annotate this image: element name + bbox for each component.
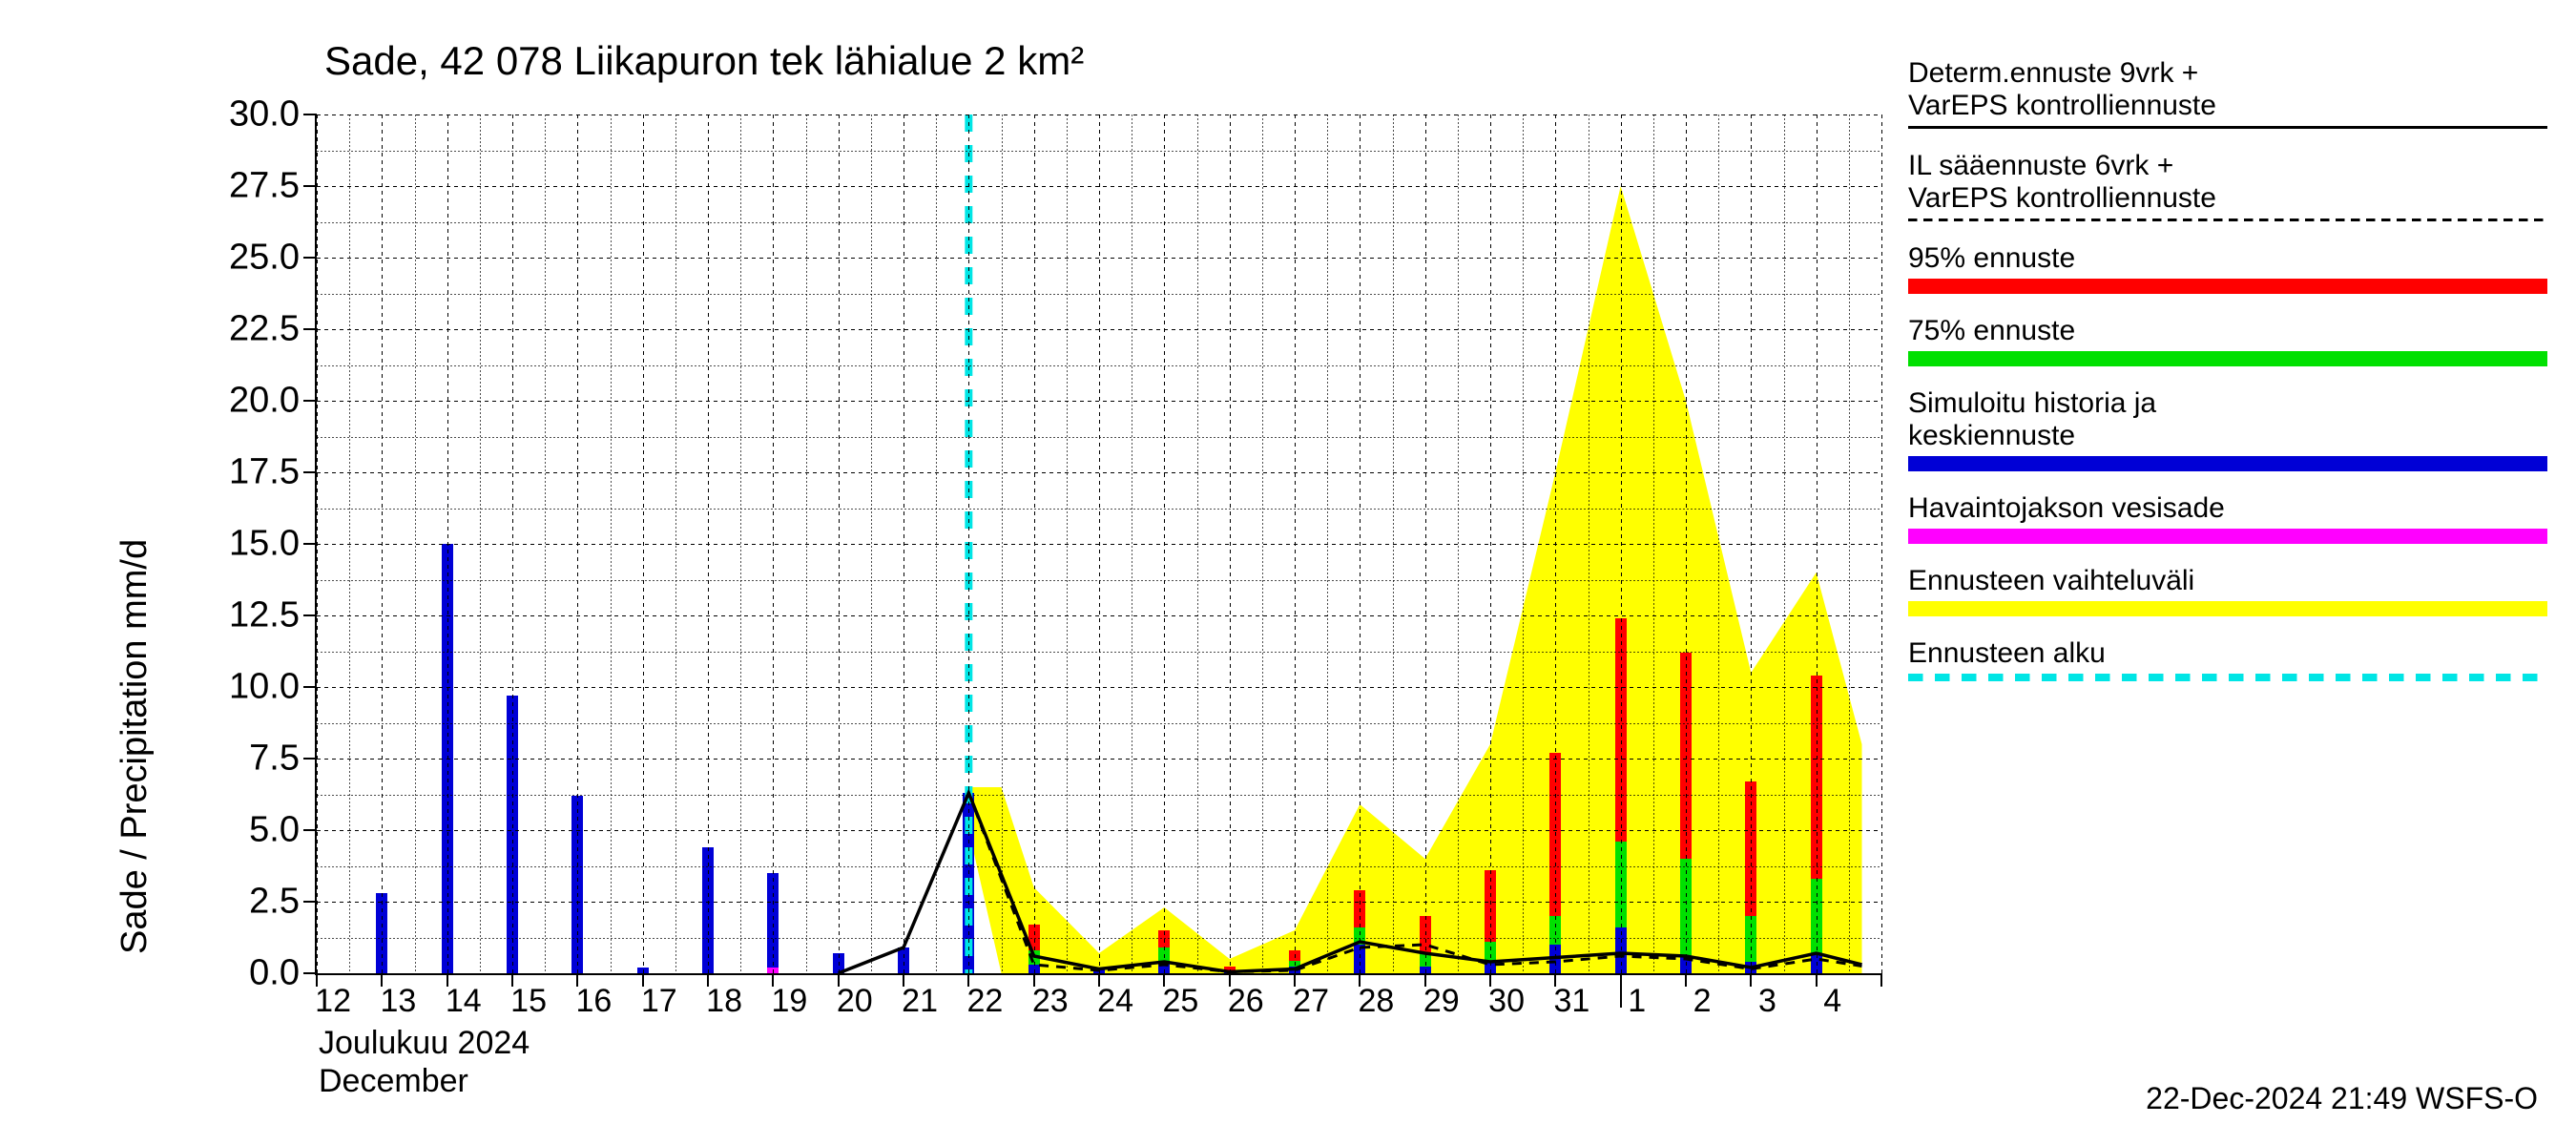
- y-axis-label: Sade / Precipitation mm/d: [114, 539, 156, 954]
- x-tick-label: 4: [1823, 983, 1841, 1020]
- legend-item: Determ.ennuste 9vrk +VarEPS kontrollienn…: [1908, 57, 2547, 129]
- x-tick-label: 20: [837, 983, 873, 1020]
- legend-swatch: [1908, 126, 2547, 129]
- y-tick-label: 25.0: [229, 238, 300, 279]
- legend-swatch: [1908, 219, 2547, 221]
- x-tick-label: 3: [1758, 983, 1776, 1020]
- x-tick-label: 19: [771, 983, 807, 1020]
- x-tick-label: 21: [902, 983, 938, 1020]
- x-tick-label: 31: [1553, 983, 1589, 1020]
- x-tick-label: 1: [1628, 983, 1646, 1020]
- y-tick-label: 20.0: [229, 381, 300, 422]
- y-tick-label: 5.0: [249, 810, 300, 851]
- plot-area: 0.02.55.07.510.012.515.017.520.022.525.0…: [315, 114, 1881, 975]
- y-tick-label: 22.5: [229, 309, 300, 350]
- y-tick-label: 7.5: [249, 739, 300, 780]
- determ-forecast-line: [839, 793, 1862, 973]
- y-tick-label: 10.0: [229, 667, 300, 708]
- legend-item: 75% ennuste: [1908, 315, 2547, 366]
- legend-swatch: [1908, 456, 2547, 471]
- x-tick-label: 14: [446, 983, 482, 1020]
- legend-swatch: [1908, 601, 2547, 616]
- y-tick-label: 30.0: [229, 94, 300, 135]
- x-tick-label: 17: [641, 983, 677, 1020]
- x-tick-label: 15: [510, 983, 547, 1020]
- x-tick-label: 26: [1228, 983, 1264, 1020]
- x-tick-label: 12: [315, 983, 351, 1020]
- chart-frame: Sade, 42 078 Liikapuron tek lähialue 2 k…: [0, 0, 2576, 1145]
- legend: Determ.ennuste 9vrk +VarEPS kontrollienn…: [1908, 57, 2547, 702]
- y-tick-label: 0.0: [249, 953, 300, 994]
- x-tick-label: 25: [1162, 983, 1198, 1020]
- legend-item: 95% ennuste: [1908, 242, 2547, 294]
- footer-timestamp: 22-Dec-2024 21:49 WSFS-O: [2146, 1081, 2538, 1116]
- x-tick-label: 24: [1097, 983, 1133, 1020]
- x-tick-label: 18: [706, 983, 742, 1020]
- chart-title: Sade, 42 078 Liikapuron tek lähialue 2 k…: [324, 38, 1084, 84]
- x-tick-label: 16: [575, 983, 612, 1020]
- x-tick-label: 29: [1423, 983, 1460, 1020]
- x-tick-label: 13: [380, 983, 416, 1020]
- y-tick-label: 27.5: [229, 166, 300, 207]
- x-month-label: Joulukuu 2024: [319, 1025, 530, 1062]
- x-tick-label: 2: [1693, 983, 1712, 1020]
- legend-item: IL sääennuste 6vrk + VarEPS kontrollienn…: [1908, 150, 2547, 221]
- x-tick-label: 23: [1032, 983, 1069, 1020]
- legend-item: Ennusteen alku: [1908, 637, 2547, 681]
- y-tick-label: 2.5: [249, 882, 300, 923]
- legend-item: Havaintojakson vesisade: [1908, 492, 2547, 544]
- legend-swatch: [1908, 279, 2547, 294]
- legend-swatch: [1908, 529, 2547, 544]
- legend-item: Ennusteen vaihteluväli: [1908, 565, 2547, 616]
- legend-swatch: [1908, 674, 2547, 681]
- y-tick-label: 17.5: [229, 452, 300, 493]
- x-tick-label: 22: [966, 983, 1003, 1020]
- legend-item: Simuloitu historia jakeskiennuste: [1908, 387, 2547, 471]
- x-tick-label: 28: [1358, 983, 1394, 1020]
- il-forecast-line: [968, 793, 1861, 972]
- x-tick-label: 27: [1293, 983, 1329, 1020]
- y-tick-label: 15.0: [229, 524, 300, 565]
- legend-swatch: [1908, 351, 2547, 366]
- year-divider-mark: [1620, 973, 1622, 1008]
- y-tick-label: 12.5: [229, 595, 300, 636]
- x-month-label-en: December: [319, 1063, 468, 1100]
- x-tick-label: 30: [1488, 983, 1525, 1020]
